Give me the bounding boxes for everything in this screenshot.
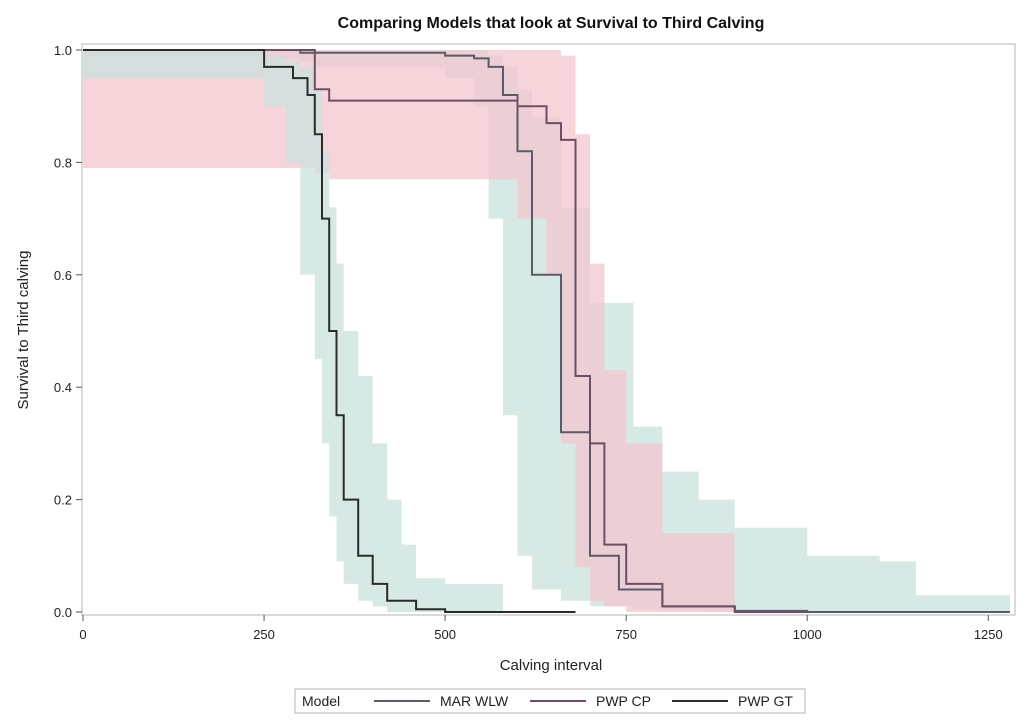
legend-label-mar-wlw: MAR WLW (440, 693, 509, 709)
y-axis-label: Survival to Third calving (15, 251, 32, 410)
legend-box (294, 688, 806, 714)
chart-title: Comparing Models that look at Survival t… (338, 15, 765, 32)
survival-curves (83, 49, 1010, 613)
confidence-bands (83, 50, 1010, 612)
survival-line-pwp-gt (83, 49, 576, 613)
x-tick-label: 500 (434, 627, 456, 642)
legend: Model MAR WLW PWP CP PWP GT (294, 688, 806, 714)
x-tick-label: 250 (253, 627, 275, 642)
survival-line-pwp-cp (83, 49, 808, 613)
x-tick-label: 1000 (793, 627, 822, 642)
y-tick-label: 0.4 (54, 380, 72, 395)
confidence-band-pwp-gt (83, 50, 503, 612)
confidence-band-mar-wlw (83, 50, 1010, 612)
y-axis: 0.0 0.2 0.4 0.6 0.8 1.0 (54, 43, 82, 620)
x-axis-label: Calving interval (500, 657, 603, 674)
y-tick-label: 0.0 (54, 605, 72, 620)
y-tick-label: 1.0 (54, 43, 72, 58)
confidence-band-pwp-cp (83, 50, 735, 612)
x-tick-label: 0 (79, 627, 86, 642)
plot-frame (81, 43, 1016, 616)
x-tick-label: 750 (615, 627, 637, 642)
legend-label-pwp-gt: PWP GT (738, 693, 793, 709)
legend-title: Model (302, 693, 340, 709)
y-tick-label: 0.2 (54, 493, 72, 508)
x-axis: 0 250 500 750 1000 1250 (79, 615, 1003, 642)
y-tick-label: 0.8 (54, 155, 72, 170)
y-tick-label: 0.6 (54, 268, 72, 283)
x-tick-label: 1250 (974, 627, 1003, 642)
legend-label-pwp-cp: PWP CP (596, 693, 651, 709)
